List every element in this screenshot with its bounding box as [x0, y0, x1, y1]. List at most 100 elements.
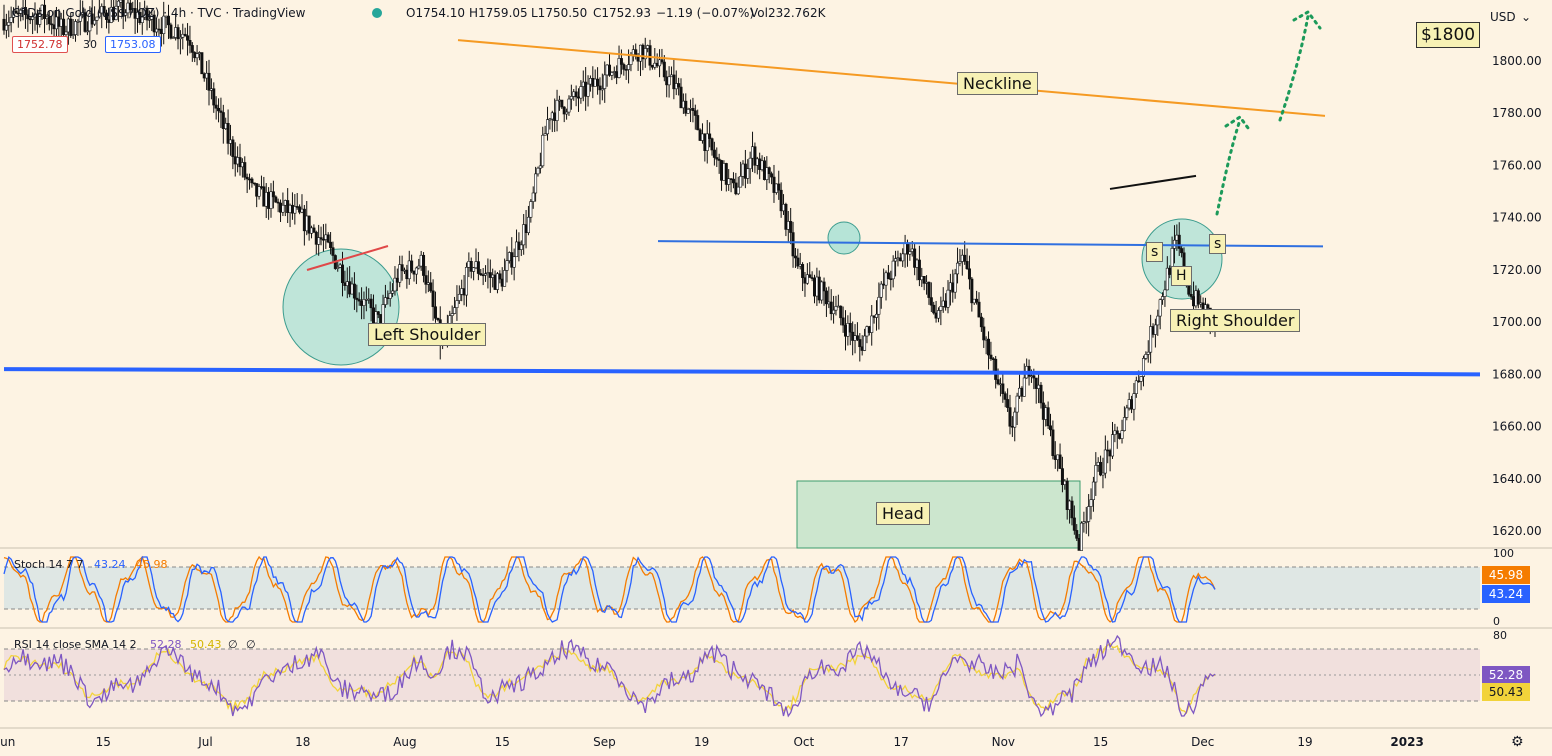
time-tick-label: 19 [694, 735, 709, 749]
candle-body [9, 17, 13, 23]
candle-body [85, 30, 89, 33]
candle-body [1196, 290, 1200, 305]
candle-body [712, 149, 716, 158]
candle-body [760, 160, 764, 170]
candle-body [643, 48, 647, 60]
candle-body [1094, 465, 1098, 483]
candle-body [882, 283, 886, 286]
candle-body [202, 73, 206, 79]
stoch-title[interactable]: Stoch 14 7 7 [14, 558, 84, 571]
candle-body [1013, 411, 1017, 428]
candle-body [758, 158, 762, 170]
price-axis[interactable]: 1620.00 1640.00 1660.00 1680.00 1700.00 1720.… [1492, 54, 1542, 538]
candle-body [543, 133, 547, 136]
candle-body [493, 274, 497, 290]
candle-body [696, 115, 700, 131]
candle-body [145, 7, 149, 21]
time-axis[interactable]: Jun 15 Jul 18 Aug 15 Sep 19 Oct 17 Nov 15 Dec 19 2023 [0, 735, 1424, 749]
stoch-k-line [3, 556, 1216, 623]
price-tick-label: 1700.00 [1492, 315, 1542, 329]
candle-body [383, 297, 387, 305]
candle-body [820, 281, 824, 301]
candle-body [345, 281, 349, 286]
candle-body [998, 383, 1002, 386]
candle-body [600, 88, 604, 91]
candle-body [324, 234, 328, 240]
candle-body [453, 307, 457, 314]
candle-body [288, 204, 292, 213]
ohlc-high: H1759.05 [469, 6, 528, 20]
candle-body [522, 224, 526, 246]
candle-body [433, 306, 437, 319]
candle-body [751, 146, 755, 159]
candle-body [1039, 384, 1043, 404]
candle-body [541, 134, 545, 167]
candle-body [19, 9, 23, 14]
buy-price-button[interactable]: 1753.08 [105, 36, 161, 53]
candle-body [517, 241, 521, 250]
price-tick-label: 1780.00 [1492, 106, 1542, 120]
candle-body [1058, 454, 1062, 469]
candle-body [1037, 384, 1041, 389]
candle-body [341, 264, 345, 284]
candle-body [52, 24, 56, 30]
sell-price-button[interactable]: 1752.78 [12, 36, 68, 53]
candle-body [1006, 399, 1010, 408]
candle-body [176, 27, 180, 40]
candle-body [627, 64, 631, 70]
candle-body [107, 19, 111, 23]
candle-body [116, 0, 120, 7]
candle-body [1130, 399, 1134, 410]
candle-body [186, 35, 190, 41]
candle-body [119, 0, 123, 3]
candle-body [789, 221, 793, 233]
candle-body [994, 358, 998, 380]
spread-value: 30 [83, 38, 97, 51]
stoch-k-value-tag: 43.24 [1482, 585, 1530, 603]
candle-body [512, 256, 516, 268]
candle-body [1065, 480, 1069, 510]
candle-body [658, 59, 662, 67]
currency-chevron-icon[interactable]: ⌄ [1521, 10, 1531, 24]
symbol-title[interactable]: CFDs on Gold (US$ / OZ) · 4h · TVC · Tra… [12, 6, 306, 20]
candle-body [505, 260, 509, 271]
candle-body [1151, 326, 1155, 335]
candle-body [665, 76, 669, 86]
time-tick-label: 15 [1093, 735, 1108, 749]
candle-body [155, 28, 159, 33]
candle-body [321, 238, 325, 241]
candle-body [1194, 290, 1198, 307]
stoch-d-value-tag: 45.98 [1482, 566, 1530, 584]
candle-body [1206, 304, 1210, 309]
candle-body [810, 277, 814, 279]
candle-body [245, 176, 249, 180]
candle-body [622, 64, 626, 70]
candle-body [402, 269, 406, 272]
candle-body [715, 157, 719, 160]
rsi-title[interactable]: RSI 14 close SMA 14 2 [14, 638, 137, 651]
candle-body [128, 2, 132, 11]
candle-body [274, 196, 278, 203]
currency-label[interactable]: USD [1490, 10, 1516, 24]
stoch-d-legend: 45.98 [136, 558, 168, 571]
candle-body [915, 259, 919, 268]
settings-gear-icon[interactable]: ⚙ [1511, 734, 1524, 750]
time-tick-label: Oct [793, 735, 814, 749]
candle-body [302, 208, 306, 232]
candle-body [858, 339, 862, 348]
candle-body [1029, 375, 1033, 377]
candle-body [78, 13, 82, 22]
candle-body [801, 264, 805, 278]
candle-body [181, 33, 185, 38]
candle-body [705, 133, 709, 151]
candle-body [147, 18, 151, 21]
rsi-na-legend-2: ∅ [246, 638, 256, 651]
candle-body [569, 96, 573, 100]
candle-body [908, 251, 912, 255]
candle-body [1044, 407, 1048, 420]
candle-body [1153, 324, 1157, 335]
volume-value: Vol232.762K [750, 6, 826, 20]
candle-body [169, 24, 173, 39]
market-status-icon [372, 8, 382, 18]
candle-body [927, 281, 931, 298]
